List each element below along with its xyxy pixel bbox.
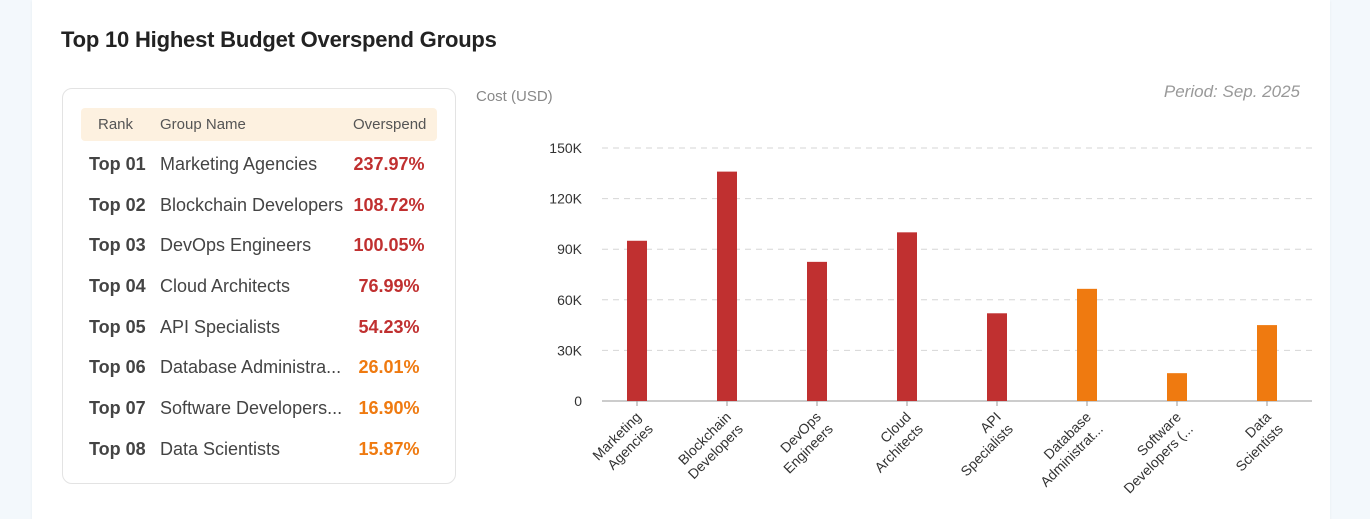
table-row: Top 02 Blockchain Developers 108.72% xyxy=(81,191,437,221)
header-group-name: Group Name xyxy=(160,116,246,133)
row-group-name: Database Administra... xyxy=(160,357,342,377)
row-group-name: API Specialists xyxy=(160,317,281,337)
row-rank: Top 04 xyxy=(89,276,146,296)
period-label: Period: Sep. 2025 xyxy=(1163,82,1300,101)
ranking-table-header: Rank Group Name Overspend xyxy=(81,108,437,141)
bar-chart: Cost (USD) Period: Sep. 2025 0 30K 60K 90K 1… xyxy=(472,80,1334,510)
row-overspend: 76.99% xyxy=(358,276,420,296)
bar xyxy=(1077,288,1097,401)
card-title: Top 10 Highest Budget Overspend Groups xyxy=(61,27,497,52)
header-overspend: Overspend xyxy=(353,116,427,133)
bar xyxy=(717,171,737,401)
y-tick-label: 30K xyxy=(557,342,583,358)
bar xyxy=(987,313,1007,401)
overspend-card: Top 10 Highest Budget Overspend Groups R… xyxy=(32,0,1334,519)
y-axis-label: Cost (USD) xyxy=(476,88,553,105)
row-overspend: 16.90% xyxy=(358,398,420,418)
x-tick-label: DatabaseAdministrat... xyxy=(1037,408,1106,489)
row-overspend: 15.87% xyxy=(358,439,420,459)
row-group-name: DevOps Engineers xyxy=(160,235,312,255)
row-rank: Top 01 xyxy=(89,154,146,174)
y-tick-label: 120K xyxy=(549,191,582,207)
row-rank: Top 07 xyxy=(89,398,146,418)
ranking-table: Rank Group Name Overspend Top 01 Marketi… xyxy=(62,88,456,484)
bar xyxy=(807,261,827,401)
table-row: Top 05 API Specialists 54.23% xyxy=(81,313,437,343)
row-group-name: Software Developers... xyxy=(160,398,343,418)
row-group-name: Cloud Architects xyxy=(160,276,291,296)
table-row: Top 06 Database Administra... 26.01% xyxy=(81,353,437,383)
header-rank: Rank xyxy=(98,116,134,133)
y-tick-label: 60K xyxy=(557,292,583,308)
y-tick-label: 0 xyxy=(574,393,582,409)
table-row: Top 08 Data Scientists 15.87% xyxy=(81,435,437,465)
row-group-name: Blockchain Developers xyxy=(160,195,344,215)
row-overspend: 237.97% xyxy=(353,154,425,174)
row-rank: Top 03 xyxy=(89,235,146,255)
bar xyxy=(627,240,647,401)
y-tick-label: 150K xyxy=(549,140,582,156)
bar xyxy=(1257,325,1277,401)
table-row: Top 03 DevOps Engineers 100.05% xyxy=(81,231,437,261)
bar xyxy=(1167,373,1187,401)
row-rank: Top 05 xyxy=(89,317,146,337)
table-row: Top 07 Software Developers... 16.90% xyxy=(81,394,437,424)
row-group-name: Data Scientists xyxy=(160,439,281,459)
table-row: Top 01 Marketing Agencies 237.97% xyxy=(81,150,437,180)
row-overspend: 100.05% xyxy=(353,235,425,255)
table-row: Top 04 Cloud Architects 76.99% xyxy=(81,272,437,302)
row-group-name: Marketing Agencies xyxy=(160,154,318,174)
row-rank: Top 08 xyxy=(89,439,146,459)
row-rank: Top 02 xyxy=(89,195,146,215)
bar xyxy=(897,232,917,401)
row-overspend: 108.72% xyxy=(353,195,425,215)
y-tick-label: 90K xyxy=(557,241,583,257)
row-overspend: 26.01% xyxy=(358,357,420,377)
row-rank: Top 06 xyxy=(89,357,146,377)
row-overspend: 54.23% xyxy=(358,317,420,337)
